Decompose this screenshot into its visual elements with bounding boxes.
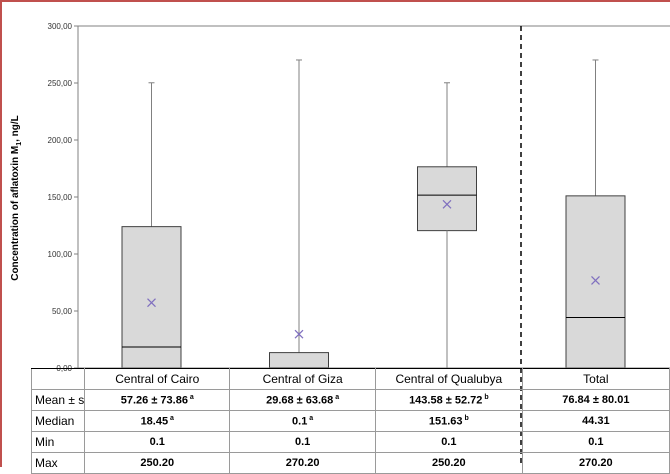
table-cell: 0.1 — [521, 431, 670, 453]
table-cell: 0.1 a — [229, 410, 377, 432]
table-header-row: Central of Cairo Central of Giza Central o… — [30, 368, 670, 390]
cell-value: 250.20 — [432, 457, 466, 469]
mean-marker — [442, 199, 452, 209]
table-cell: 0.1 — [84, 431, 231, 453]
y-axis-label: Concentration of aflatoxin M1, ng/L — [10, 115, 23, 281]
cell-value: 270.20 — [285, 457, 320, 469]
category-label: Central of Qualubya — [375, 368, 523, 390]
table-cell: 0.1 — [375, 431, 523, 453]
iqr-box — [269, 352, 329, 369]
y-tick-label: 100,00 — [48, 250, 73, 259]
cell-value: 29.68 ± 63.68 — [266, 394, 334, 407]
y-tick-label: 200,00 — [48, 136, 73, 145]
significance-letter: b — [482, 393, 489, 401]
category-label: Total — [521, 368, 670, 390]
cell-value: 76.84 ± 80.01 — [562, 394, 630, 406]
cell-value: 151.63 — [428, 415, 463, 428]
y-tick-label: 300,00 — [48, 22, 73, 31]
box-3 — [417, 82, 477, 368]
table-cell: 57.26 ± 73.86 a — [84, 389, 231, 411]
row-label: Median — [30, 410, 86, 432]
table-cell: 18.45 a — [84, 410, 231, 432]
table-row: Median 18.45 a 0.1 a 151.63 b 44.31 — [30, 410, 670, 432]
iqr-box — [565, 195, 626, 369]
mean-marker — [147, 298, 156, 308]
table-cell: 250.20 — [375, 452, 523, 474]
category-label: Central of Giza — [229, 368, 377, 390]
mean-marker — [294, 329, 304, 339]
table-cell: 76.84 ± 80.01 — [521, 389, 670, 411]
significance-letter: b — [462, 414, 469, 422]
cell-value: 18.45 — [140, 415, 169, 428]
table-cell: 270.20 — [229, 452, 377, 474]
row-label: Mean ± s — [30, 389, 86, 411]
box-2 — [269, 59, 329, 369]
iqr-box — [417, 166, 477, 232]
table-row: Max 250.20 270.20 250.20 270.20 — [30, 452, 670, 474]
cell-value: 0.1 — [441, 436, 457, 448]
cell-value: 0.1 — [292, 415, 308, 428]
y-tick-label: 50,00 — [52, 307, 73, 316]
table-corner — [30, 368, 86, 390]
cell-value: 250.20 — [140, 457, 175, 469]
iqr-box — [121, 226, 182, 369]
row-label: Min — [30, 431, 86, 453]
cell-value: 0.1 — [149, 436, 165, 448]
mean-marker — [591, 275, 600, 285]
box-4 — [565, 59, 626, 369]
table-row: Min 0.1 0.1 0.1 0.1 — [30, 431, 670, 453]
table-cell: 29.68 ± 63.68 a — [229, 389, 377, 411]
box-1 — [121, 82, 182, 369]
y-tick-label: 150,00 — [48, 193, 73, 202]
table-cell: 151.63 b — [375, 410, 523, 432]
row-label: Max — [30, 452, 86, 474]
cell-value: 143.58 ± 52.72 — [409, 394, 483, 407]
statistics-table: Central of Cairo Central of Giza Central o… — [30, 368, 670, 474]
significance-letter: a — [187, 393, 194, 401]
significance-letter: a — [333, 393, 340, 401]
table-cell: 0.1 — [229, 431, 377, 453]
table-cell: 270.20 — [521, 452, 670, 474]
cell-value: 0.1 — [294, 436, 311, 448]
table-cell: 143.58 ± 52.72 b — [375, 389, 523, 411]
table-cell: 44.31 — [521, 410, 670, 432]
significance-letter: a — [307, 414, 314, 422]
category-label: Central of Cairo — [84, 368, 231, 390]
significance-letter: a — [168, 414, 174, 422]
table-row: Mean ± s 57.26 ± 73.86 a 29.68 ± 63.68 a 14… — [30, 389, 670, 411]
cell-value: 57.26 ± 73.86 — [120, 394, 188, 407]
cell-value: 44.31 — [582, 415, 610, 427]
cell-value: 0.1 — [588, 436, 604, 448]
y-tick-label: 250,00 — [48, 79, 73, 88]
cell-value: 270.20 — [579, 457, 613, 469]
table-cell: 250.20 — [84, 452, 231, 474]
boxes-group — [121, 59, 626, 369]
